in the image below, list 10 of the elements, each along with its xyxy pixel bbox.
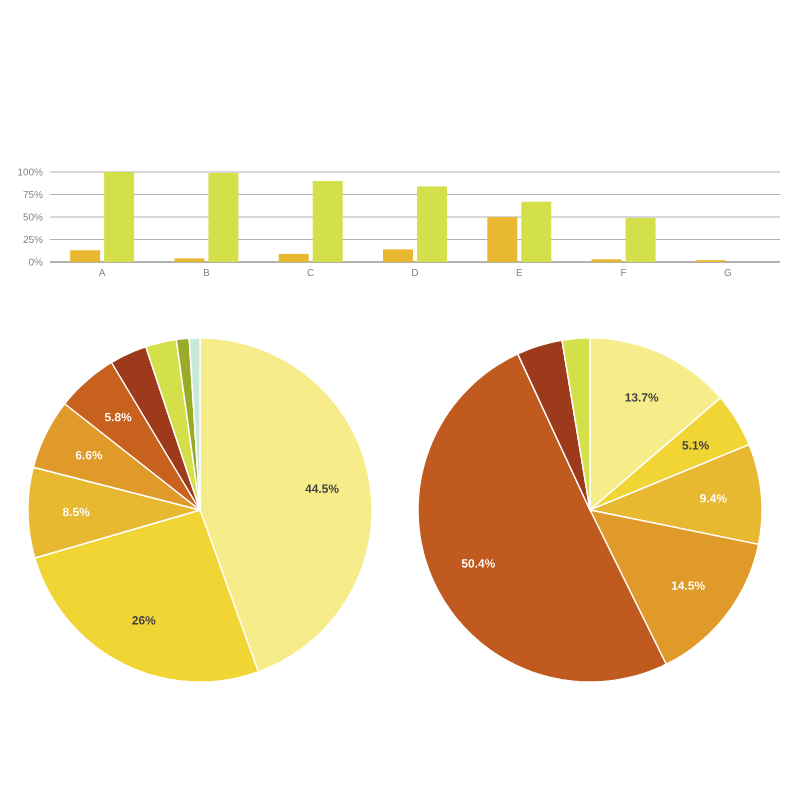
- bar: [417, 186, 447, 262]
- bar: [383, 249, 413, 262]
- bar: [312, 180, 343, 262]
- bar: [521, 201, 552, 262]
- bar: [104, 171, 135, 262]
- bar: [278, 253, 309, 262]
- bar: [625, 217, 656, 262]
- bar: [487, 216, 518, 262]
- bar: [208, 172, 239, 262]
- bar: [70, 250, 101, 262]
